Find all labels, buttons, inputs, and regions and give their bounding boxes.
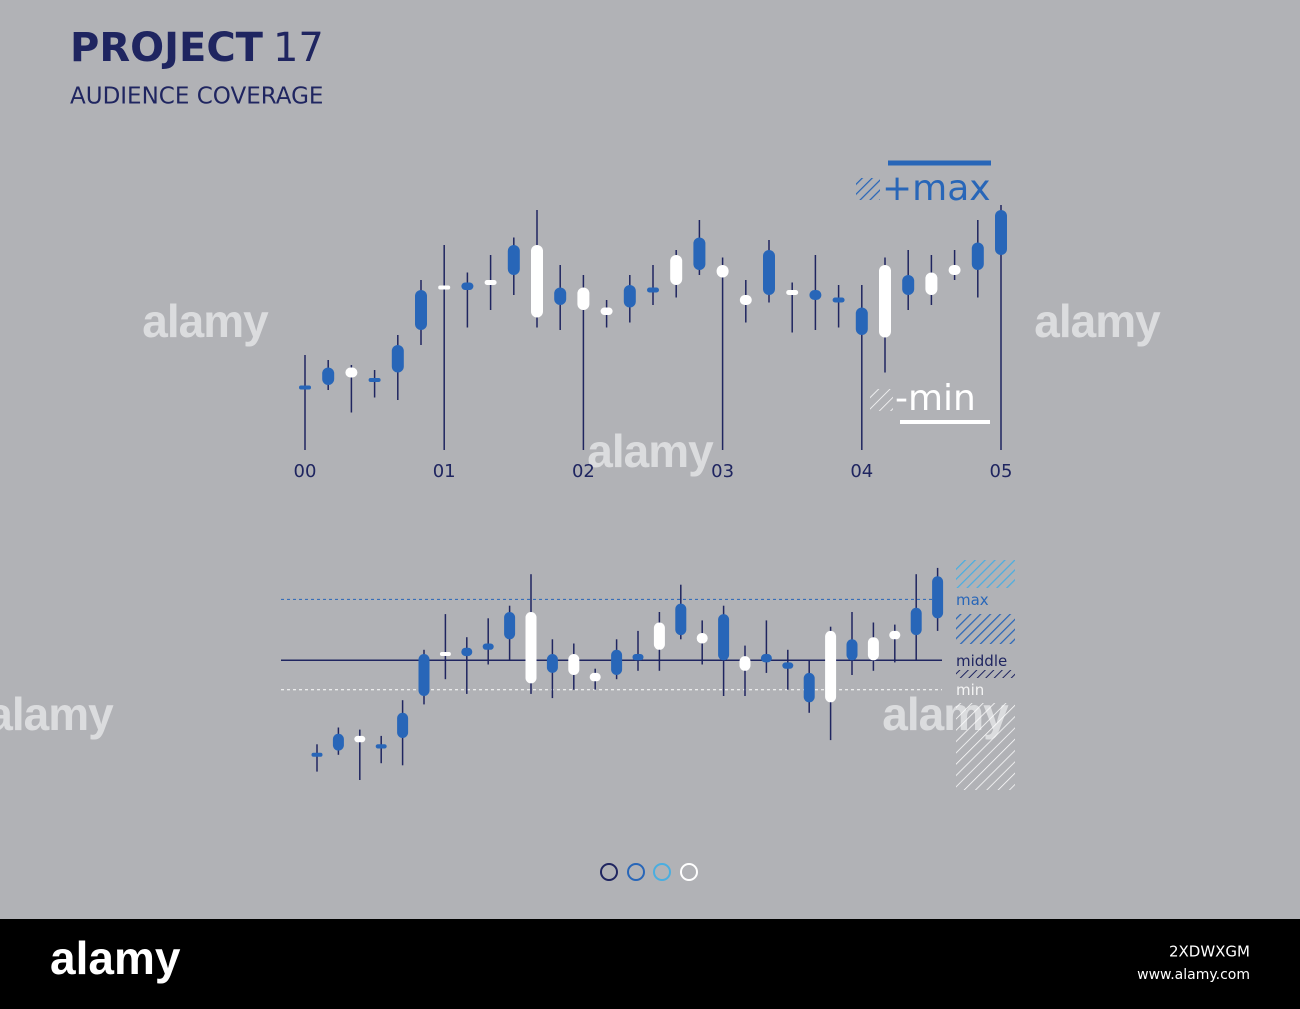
x-tick-label: 01 xyxy=(433,461,456,482)
candle-body xyxy=(879,265,891,338)
footer-brand: alamy xyxy=(50,932,181,984)
candle-body xyxy=(675,603,687,636)
max-hatch xyxy=(856,178,880,200)
candle-body xyxy=(554,287,567,305)
candle-body xyxy=(846,639,858,661)
watermark: alamy xyxy=(1034,295,1161,347)
footer-url: www.alamy.com xyxy=(1137,967,1250,983)
candle-body xyxy=(418,654,430,696)
x-tick-label: 05 xyxy=(990,461,1013,482)
candle-body xyxy=(611,649,623,675)
level-label: min xyxy=(956,681,984,699)
title-number: 17 xyxy=(273,25,324,71)
candle-body xyxy=(786,290,799,295)
candle-body xyxy=(855,307,868,335)
candle-body xyxy=(670,255,683,285)
candle-body xyxy=(438,285,451,290)
candle-body xyxy=(354,735,366,743)
pagination[interactable] xyxy=(600,863,698,881)
candle-body xyxy=(439,652,451,656)
lower-box xyxy=(956,703,1015,790)
candle-body xyxy=(415,290,427,330)
candle-body xyxy=(577,287,590,310)
watermark: alamy xyxy=(587,425,714,477)
candle-body xyxy=(397,712,409,738)
candle-body xyxy=(589,672,601,682)
candle-body xyxy=(995,210,1007,255)
candle-body xyxy=(889,630,901,640)
level-label: middle xyxy=(956,652,1007,670)
candle-body xyxy=(739,656,751,671)
min-label: -min xyxy=(895,378,976,419)
candle-body xyxy=(482,643,494,650)
candle-body xyxy=(332,733,344,751)
max-label: +max xyxy=(882,168,991,209)
header-title: PROJECT 17 xyxy=(70,25,324,71)
watermark: alamy xyxy=(0,688,114,740)
x-tick-label: 00 xyxy=(294,461,317,482)
middle-box xyxy=(956,614,1015,644)
candle-body xyxy=(484,280,497,285)
candle-body xyxy=(461,282,474,290)
footer-band xyxy=(0,919,1300,1009)
candle-body xyxy=(825,630,837,703)
candle-body xyxy=(971,242,984,270)
candle-body xyxy=(716,265,729,278)
candle-body xyxy=(600,307,613,315)
watermark: alamy xyxy=(142,295,269,347)
x-tick-label: 04 xyxy=(850,461,873,482)
min-box xyxy=(956,670,1015,678)
page-dot[interactable] xyxy=(653,863,671,881)
max-box xyxy=(956,560,1015,588)
subtitle: AUDIENCE COVERAGE xyxy=(70,84,323,110)
candle-body xyxy=(948,265,961,275)
page-dot[interactable] xyxy=(680,863,698,881)
candle-body xyxy=(910,607,922,636)
candle-body xyxy=(461,647,473,657)
candle-body xyxy=(507,245,520,275)
candle-body xyxy=(525,612,537,684)
watermarks: alamy alamy alamy alamy alamy xyxy=(0,295,1162,740)
candle-body xyxy=(568,654,580,675)
candle-body xyxy=(696,633,708,644)
candle-body xyxy=(632,654,644,661)
x-tick-label: 03 xyxy=(711,461,734,482)
candle-body xyxy=(647,287,659,293)
candle-body xyxy=(803,672,815,703)
candle-body xyxy=(299,385,311,390)
x-tick-label: 02 xyxy=(572,461,595,482)
page-dot[interactable] xyxy=(627,863,645,881)
candle-body xyxy=(311,752,323,757)
image-id: 2XDWXGM xyxy=(1169,943,1250,961)
candle-body xyxy=(867,637,879,661)
candle-body xyxy=(832,297,845,303)
candle-body xyxy=(375,744,387,749)
min-hatch xyxy=(870,389,893,411)
candle-body xyxy=(809,290,822,300)
candle-body xyxy=(546,654,558,673)
candle-body xyxy=(932,576,944,619)
title: PROJECT xyxy=(70,25,264,71)
candle-body xyxy=(925,272,938,295)
candle-body xyxy=(693,237,706,270)
candle-body xyxy=(531,245,543,318)
candle-body xyxy=(653,622,665,650)
candle-body xyxy=(718,614,730,661)
candle-body xyxy=(763,250,775,295)
candle-body xyxy=(782,662,794,669)
candle-body xyxy=(391,345,404,373)
candle-body xyxy=(623,285,636,308)
page-dot[interactable] xyxy=(600,863,618,881)
candle-body xyxy=(739,295,752,305)
candle-body xyxy=(345,367,358,378)
candle-body xyxy=(760,654,772,663)
candle-body xyxy=(322,367,335,385)
candle-body xyxy=(368,378,381,382)
candle-body xyxy=(902,275,915,295)
candle-body xyxy=(504,612,516,640)
level-label: max xyxy=(956,591,989,609)
